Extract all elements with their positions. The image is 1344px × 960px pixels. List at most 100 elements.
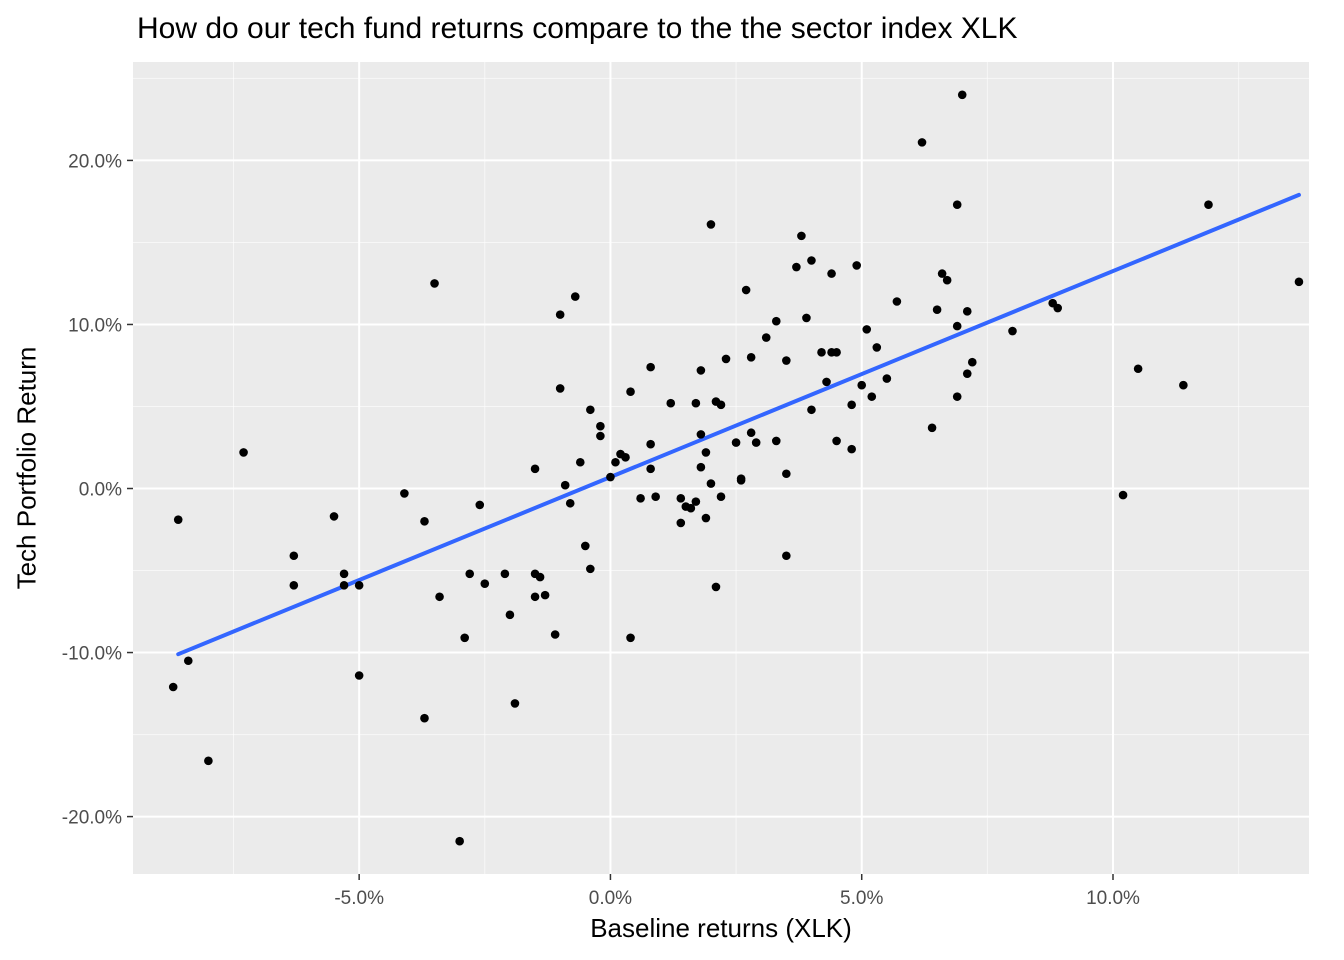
scatter-point: [807, 405, 816, 415]
scatter-point: [847, 444, 856, 454]
scatter-point: [691, 398, 701, 408]
scatter-point: [475, 500, 485, 510]
scatter-point: [736, 474, 746, 483]
scatter-point: [862, 325, 872, 334]
scatter-point: [646, 464, 655, 474]
scatter-point: [540, 590, 550, 600]
scatter-point: [711, 582, 721, 592]
scatter-point: [1179, 380, 1188, 390]
scatter-point: [731, 438, 741, 447]
scatter-point: [782, 356, 791, 365]
scatter-points: [168, 90, 1304, 846]
scatter-point: [927, 423, 937, 433]
scatter-point: [555, 384, 565, 393]
scatter-point: [560, 480, 570, 490]
scatter-point: [646, 362, 655, 372]
scatter-point: [168, 682, 178, 692]
scatter-point: [666, 398, 676, 408]
x-tick-label: 5.0%: [840, 888, 883, 909]
scatter-point: [183, 656, 193, 666]
y-tick-label: 0.0%: [79, 480, 122, 501]
scatter-point: [691, 497, 701, 506]
scatter-point: [962, 307, 972, 316]
scatter-point: [882, 374, 892, 383]
scatter-point: [952, 200, 962, 210]
scatter-point: [596, 431, 605, 441]
scatter-point: [872, 343, 882, 352]
scatter-point: [771, 316, 781, 326]
scatter-point: [420, 517, 429, 526]
scatter-point: [967, 357, 977, 367]
plot-panel: [133, 62, 1309, 874]
scatter-point: [686, 503, 696, 513]
scatter-point: [917, 138, 927, 147]
scatter-point: [706, 479, 716, 488]
scatter-point: [792, 262, 801, 272]
scatter-point: [827, 269, 836, 278]
scatter-point: [857, 380, 867, 390]
scatter-point: [741, 285, 751, 295]
scatter-point: [782, 551, 791, 561]
scatter-point: [852, 261, 861, 270]
scatter-point: [696, 430, 706, 439]
scatter-point: [480, 579, 490, 588]
scatter-point: [751, 438, 761, 447]
y-tick-label: 10.0%: [68, 315, 122, 336]
scatter-point: [204, 756, 213, 766]
scatter-point: [505, 610, 515, 620]
scatter-point: [892, 297, 902, 306]
scatter-point: [420, 713, 429, 723]
scatter-point: [354, 671, 364, 680]
scatter-point: [611, 457, 620, 467]
scatter-point: [581, 541, 590, 551]
scatter-point: [962, 369, 972, 378]
scatter-point: [565, 498, 575, 508]
scatter-point: [400, 489, 409, 498]
scatter-point: [797, 231, 806, 241]
y-axis-title: Tech Portfolio Return: [11, 346, 42, 590]
y-axis-ticks: -20.0% -10.0% 0.0% 10.0% 20.0%: [62, 151, 133, 829]
x-axis-title: Baseline returns (XLK): [590, 913, 852, 943]
x-tick-label: 10.0%: [1086, 888, 1140, 909]
x-axis-ticks: -5.0% 0.0% 5.0% 10.0%: [334, 874, 1140, 909]
scatter-point: [716, 400, 726, 410]
scatter-point: [1133, 364, 1143, 374]
scatter-point: [952, 392, 962, 401]
scatter-point: [550, 630, 560, 639]
scatter-point: [535, 572, 545, 582]
scatter-point: [626, 387, 635, 397]
scatter-point: [706, 220, 716, 229]
y-tick-label: -20.0%: [62, 808, 122, 829]
scatter-point: [455, 836, 464, 846]
scatter-point: [807, 256, 816, 265]
scatter-point: [696, 462, 706, 472]
scatter-point: [716, 492, 726, 502]
scatter-point: [802, 313, 811, 323]
scatter-point: [289, 551, 299, 561]
x-tick-label: -5.0%: [334, 888, 384, 909]
scatter-point: [932, 305, 942, 315]
scatter-point: [289, 580, 299, 590]
scatter-point: [701, 513, 711, 523]
scatter-point: [510, 699, 520, 708]
scatter-point: [626, 633, 635, 643]
scatter-point: [586, 405, 595, 415]
scatter-point: [460, 633, 469, 643]
scatter-point: [555, 310, 565, 319]
scatter-point: [676, 518, 686, 528]
scatter-point: [1008, 326, 1017, 336]
scatter-point: [239, 448, 248, 457]
scatter-point: [1118, 490, 1128, 500]
scatter-point: [430, 279, 439, 288]
scatter-point: [651, 492, 660, 502]
scatter-point: [676, 494, 686, 503]
y-tick-label: 20.0%: [68, 151, 122, 172]
scatter-point: [957, 90, 967, 100]
scatter-point: [636, 494, 645, 503]
scatter-point: [586, 564, 595, 574]
trend-line-layer: [176, 192, 1301, 657]
scatter-point: [339, 569, 349, 579]
scatter-point: [606, 472, 615, 482]
scatter-point: [771, 436, 781, 446]
